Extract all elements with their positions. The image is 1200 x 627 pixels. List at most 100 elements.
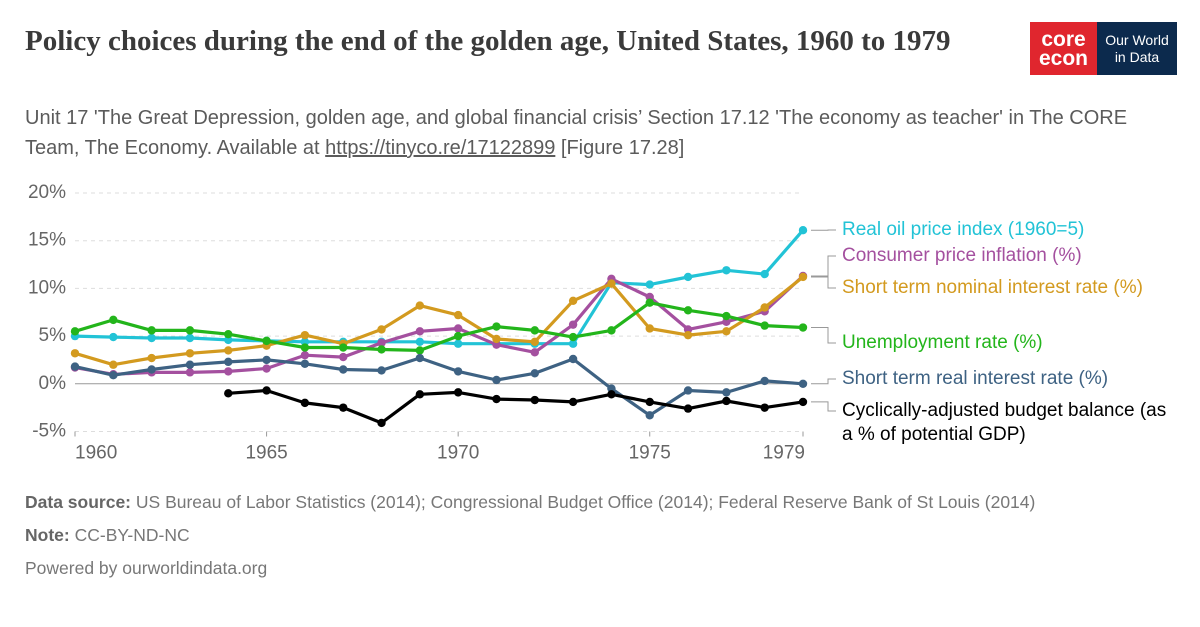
- logo-text: Our World: [1105, 31, 1169, 48]
- data-point: [798, 379, 808, 388]
- x-tick-label: 1979: [763, 443, 805, 464]
- data-point: [492, 334, 501, 344]
- note: Note: CC-BY-ND-NC: [25, 522, 1155, 549]
- data-point: [798, 323, 808, 332]
- data-point: [683, 330, 693, 340]
- series-line: [74, 356, 804, 417]
- footer: Data source: US Bureau of Labor Statisti…: [25, 489, 1155, 588]
- label-connector: [811, 378, 836, 385]
- data-point: [453, 324, 463, 333]
- data-point: [147, 333, 156, 343]
- data-point: [300, 350, 310, 360]
- data-point: [683, 272, 693, 282]
- data-point: [339, 365, 348, 374]
- data-point: [760, 321, 769, 330]
- data-point: [607, 326, 616, 335]
- data-point: [415, 390, 425, 399]
- data-point: [798, 226, 808, 235]
- y-tick-label: 5%: [39, 325, 67, 346]
- data-point: [683, 306, 693, 315]
- data-point: [339, 352, 348, 362]
- y-tick-label: 10%: [28, 277, 66, 298]
- legend-label: Consumer price inflation (%): [842, 245, 1082, 266]
- data-point: [377, 325, 386, 334]
- logo-core[interactable]: core econ: [1030, 22, 1097, 75]
- y-tick-label: 0%: [39, 373, 67, 394]
- data-point: [147, 326, 156, 335]
- data-point: [568, 354, 578, 364]
- y-tick-label: 20%: [28, 182, 66, 203]
- data-point: [530, 369, 539, 378]
- data-point: [722, 396, 731, 406]
- x-tick-label: 1965: [245, 443, 287, 464]
- data-point: [70, 327, 80, 336]
- data-point: [453, 331, 463, 341]
- data-point: [70, 362, 80, 371]
- data-point: [530, 395, 539, 405]
- data-point: [415, 301, 425, 310]
- data-point: [185, 349, 195, 358]
- data-point: [568, 296, 578, 306]
- data-point: [645, 298, 654, 307]
- data-point: [377, 366, 386, 375]
- logo-owid[interactable]: Our World in Data: [1097, 22, 1177, 75]
- data-point: [300, 398, 310, 408]
- data-point: [760, 269, 769, 279]
- data-point: [262, 386, 271, 395]
- data-point: [415, 337, 425, 347]
- logo-text: core: [1041, 27, 1086, 51]
- series-line: [74, 301, 804, 352]
- logo-text: in Data: [1114, 48, 1160, 65]
- data-point: [568, 397, 578, 407]
- data-point: [760, 376, 769, 386]
- legend-label: Short term nominal interest rate (%): [842, 277, 1143, 298]
- x-tick-label: 1960: [75, 443, 117, 464]
- legend-label: Cyclically-adjusted budget balance (as a…: [842, 400, 1167, 445]
- data-point: [300, 330, 310, 340]
- data-point: [722, 311, 731, 321]
- data-point: [453, 388, 463, 397]
- powered: Powered by ourworldindata.org: [25, 558, 268, 578]
- data-point: [300, 343, 310, 352]
- x-tick-label: 1975: [629, 443, 671, 464]
- data-point: [339, 403, 348, 412]
- data-point: [185, 368, 195, 377]
- text: US Bureau of Labor Statistics (2014); Co…: [135, 492, 1036, 512]
- data-point: [300, 359, 310, 368]
- data-point: [453, 367, 463, 376]
- label: Note:: [25, 525, 70, 545]
- link[interactable]: https://tinyco.re/17122899: [325, 137, 556, 159]
- label-connector: [811, 276, 836, 289]
- subtitle-text: [Figure 17.28]: [560, 137, 685, 159]
- data-point: [645, 324, 654, 333]
- data-point: [109, 332, 118, 342]
- legend-label: Real oil price index (1960=5): [842, 219, 1085, 240]
- data-point: [568, 332, 578, 342]
- data-point: [262, 336, 271, 346]
- data-point: [607, 390, 616, 399]
- data-point: [607, 279, 616, 288]
- y-tick-label: 15%: [28, 230, 66, 251]
- label-connector: [811, 255, 836, 277]
- data-point: [683, 404, 693, 413]
- data-point: [530, 337, 539, 347]
- label: Data source:: [25, 492, 132, 512]
- data-point: [568, 320, 578, 329]
- data-point: [530, 326, 539, 335]
- data-point: [722, 266, 731, 275]
- series-line: [74, 274, 805, 376]
- legend-label: Unemployment rate (%): [842, 332, 1043, 353]
- data-point: [109, 360, 118, 369]
- data-point: [645, 411, 654, 420]
- data-point: [109, 315, 118, 325]
- data-point: [262, 355, 271, 365]
- data-point: [798, 272, 808, 282]
- data-point: [760, 403, 769, 412]
- data-point: [224, 329, 233, 339]
- legend-label: Short term real interest rate (%): [842, 368, 1109, 389]
- data-point: [492, 394, 501, 404]
- data-point: [415, 353, 425, 363]
- data-point: [798, 397, 808, 407]
- data-point: [415, 327, 425, 336]
